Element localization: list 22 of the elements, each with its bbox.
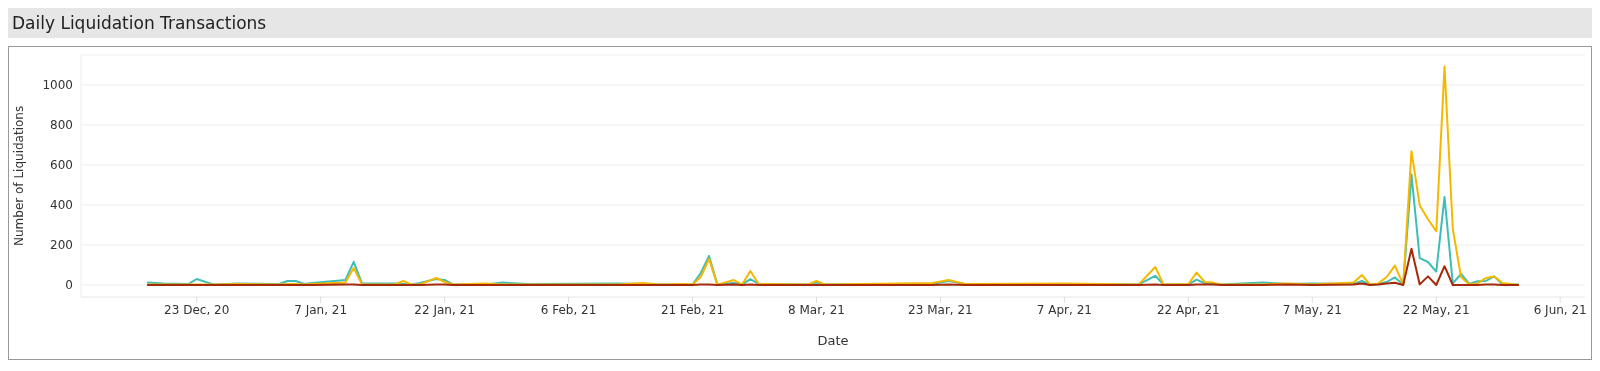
y-tick-label: 800 — [50, 118, 73, 133]
x-tick-label: 22 May, 21 — [1402, 302, 1470, 317]
x-tick-label: 23 Mar, 21 — [908, 302, 973, 317]
x-tick-label: 21 Feb, 21 — [660, 302, 725, 317]
y-axis-title: Number of Liquidations — [12, 105, 27, 246]
x-tick-label: 7 Apr, 21 — [1036, 302, 1092, 317]
y-tick-label: 600 — [50, 158, 73, 173]
x-tick-label: 23 Dec, 20 — [164, 302, 230, 317]
y-tick-label: 400 — [50, 198, 73, 213]
line-series — [146, 247, 1520, 286]
x-axis-title: Date — [817, 333, 849, 348]
x-tick-label: 7 May, 21 — [1282, 302, 1342, 317]
y-tick-label: 1000 — [42, 78, 73, 93]
x-tick-label: 6 Jun, 21 — [1533, 302, 1587, 317]
y-tick-label: 0 — [65, 278, 73, 293]
chart-title: Daily Liquidation Transactions — [8, 8, 1592, 38]
y-tick-label: 200 — [50, 238, 73, 253]
x-tick-label: 8 Mar, 21 — [787, 302, 845, 317]
x-tick-label: 6 Feb, 21 — [540, 302, 597, 317]
x-tick-label: 22 Apr, 21 — [1156, 302, 1220, 317]
x-tick-label: 22 Jan, 21 — [414, 302, 475, 317]
x-tick-label: 7 Jan, 21 — [294, 302, 348, 317]
